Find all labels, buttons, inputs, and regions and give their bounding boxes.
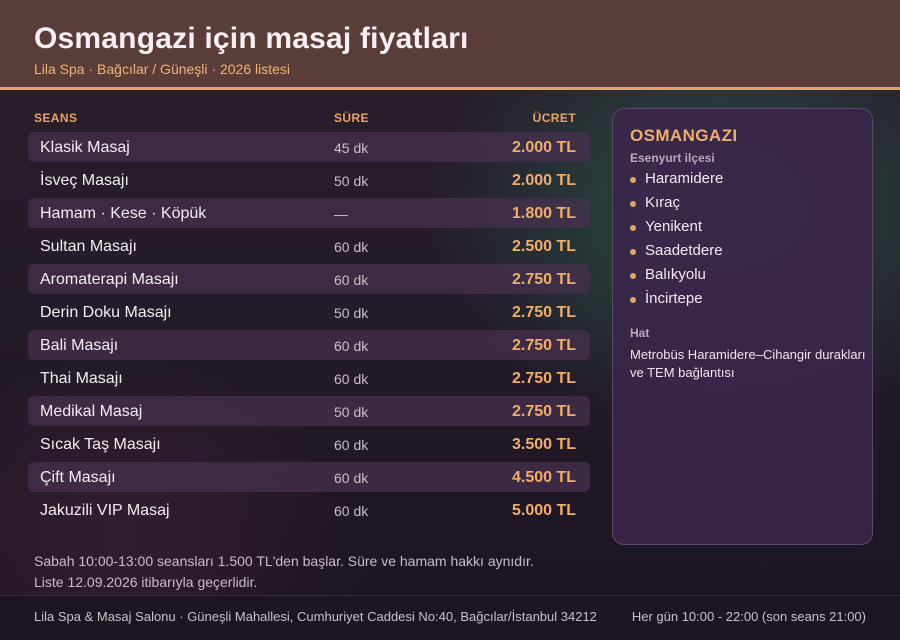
table-row: Hamam · Kese · Köpük — 1.800 TL [28,198,590,228]
neighborhood-label: Haramidere [645,170,724,187]
bullet-icon [630,249,636,255]
table-row: Çift Masajı 60 dk 4.500 TL [28,462,590,492]
session-duration: 60 dk [334,437,369,453]
neighborhood-item: Balıkyolu [630,266,723,290]
bullet-icon [630,225,636,231]
price-notes: Sabah 10:00-13:00 seansları 1.500 TL'den… [34,551,534,593]
location-district: Esenyurt ilçesi [630,151,715,165]
table-row: Jakuzili VIP Masaj 60 dk 5.000 TL [28,495,590,525]
price-table: Klasik Masaj 45 dk 2.000 TL İsveç Masajı 50 … [28,132,590,528]
transit-label: Hat [630,326,650,340]
neighborhood-item: İncirtepe [630,290,723,314]
neighborhood-label: İncirtepe [645,290,703,307]
session-price: 2.500 TL [511,238,576,255]
session-duration: 50 dk [334,173,369,189]
session-name: Bali Masajı [40,337,119,354]
table-row: Sıcak Taş Masajı 60 dk 3.500 TL [28,429,590,459]
session-name: Sıcak Taş Masajı [40,436,161,453]
bullet-icon [630,297,636,303]
page-subtitle: Lila Spa · Bağcılar / Güneşli · 2026 lis… [34,61,291,77]
table-row: Thai Masajı 60 dk 2.750 TL [28,363,590,393]
bullet-icon [630,201,636,207]
location-card: OSMANGAZI Esenyurt ilçesi Haramidere Kıra… [612,108,873,545]
table-row: Klasik Masaj 45 dk 2.000 TL [28,132,590,162]
session-price: 2.000 TL [511,139,576,156]
bullet-icon [630,177,636,183]
session-name: Sultan Masajı [40,238,137,255]
neighborhood-label: Kıraç [645,194,681,211]
session-name: Thai Masajı [40,370,123,387]
neighborhood-label: Yenikent [645,218,702,235]
table-row: Aromaterapi Masajı 60 dk 2.750 TL [28,264,590,294]
session-duration: 60 dk [334,503,369,519]
session-price: 2.750 TL [511,370,576,387]
price-table-header: SEANS SÜRE ÜCRET [34,111,576,127]
table-row: İsveç Masajı 50 dk 2.000 TL [28,165,590,195]
session-price: 2.750 TL [511,337,576,354]
session-duration: 50 dk [334,404,369,420]
session-price: 2.750 TL [511,403,576,420]
session-price: 2.750 TL [511,271,576,288]
column-header-session: SEANS [34,111,78,125]
session-price: 5.000 TL [511,502,576,519]
neighborhood-item: Haramidere [630,170,723,194]
session-price: 2.750 TL [511,304,576,321]
session-duration: 45 dk [334,140,369,156]
neighborhood-label: Balıkyolu [645,266,706,283]
table-row: Derin Doku Masajı 50 dk 2.750 TL [28,297,590,327]
session-name: Aromaterapi Masajı [40,271,179,288]
table-row: Bali Masajı 60 dk 2.750 TL [28,330,590,360]
session-duration: 50 dk [334,305,369,321]
session-duration: 60 dk [334,239,369,255]
footer-address: Lila Spa & Masaj Salonu · Güneşli Mahall… [34,609,597,624]
table-row: Medikal Masaj 50 dk 2.750 TL [28,396,590,426]
neighborhood-list: Haramidere Kıraç Yenikent Saadetdere Balıkyo… [630,170,723,314]
bullet-icon [630,273,636,279]
neighborhood-item: Saadetdere [630,242,723,266]
transit-text: Metrobüs Haramidere–Cihangir durakları v… [630,347,866,380]
location-title: OSMANGAZI [630,126,738,145]
session-name: Jakuzili VIP Masaj [40,502,170,519]
session-name: Çift Masajı [40,469,116,486]
neighborhood-item: Yenikent [630,218,723,242]
column-header-price: ÜCRET [532,111,576,125]
session-duration: 60 dk [334,338,369,354]
session-price: 2.000 TL [511,172,576,189]
session-price: 4.500 TL [511,469,576,486]
page-header: Osmangazi için masaj fiyatları Lila Spa … [0,0,900,90]
session-name: Hamam · Kese · Köpük [40,205,207,222]
session-duration: 60 dk [334,470,369,486]
page-title: Osmangazi için masaj fiyatları [34,22,469,55]
session-name: İsveç Masajı [40,172,129,189]
session-price: 3.500 TL [511,436,576,453]
session-name: Klasik Masaj [40,139,130,156]
page-footer: Lila Spa & Masaj Salonu · Güneşli Mahall… [0,595,900,640]
neighborhood-label: Saadetdere [645,242,723,259]
table-row: Sultan Masajı 60 dk 2.500 TL [28,231,590,261]
note-morning-discount: Sabah 10:00-13:00 seansları 1.500 TL'den… [34,553,534,569]
session-duration: 60 dk [334,272,369,288]
session-duration: — [334,206,348,222]
footer-hours: Her gün 10:00 - 22:00 (son seans 21:00) [631,609,866,624]
neighborhood-item: Kıraç [630,194,723,218]
session-name: Medikal Masaj [40,403,143,420]
column-header-duration: SÜRE [334,111,369,125]
session-name: Derin Doku Masajı [40,304,172,321]
note-validity: Liste 12.09.2026 itibarıyla geçerlidir. [34,574,258,590]
session-duration: 60 dk [334,371,369,387]
session-price: 1.800 TL [511,205,576,222]
